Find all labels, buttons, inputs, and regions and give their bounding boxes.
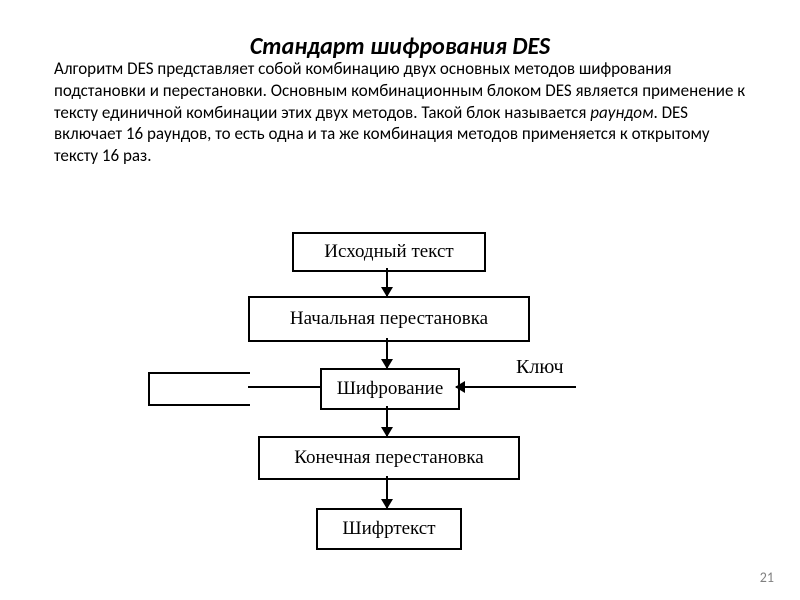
left-stub-box [148, 372, 250, 406]
des-flowchart: Исходный текст Начальная перестановка Шифр… [0, 232, 800, 572]
left-stub-connector [248, 386, 320, 388]
arrow-down-1 [386, 268, 388, 296]
label-key: Ключ [516, 356, 564, 379]
node-final-permutation: Конечная перестановка [258, 436, 520, 480]
arrow-down-3 [386, 406, 388, 436]
node-initial-permutation: Начальная перестановка [248, 296, 530, 342]
body-round-word: раундом [590, 102, 653, 123]
page-title: Стандарт шифрования DES [0, 32, 800, 61]
node-encryption: Шифрование [320, 368, 460, 410]
arrow-down-4 [386, 476, 388, 508]
arrow-key [456, 386, 576, 388]
body-paragraph: Алгоритм DES представляет собой комбинац… [54, 58, 754, 167]
page-number: 21 [760, 569, 774, 586]
slide: Стандарт шифрования DES Алгоритм DES пре… [0, 0, 800, 600]
node-source-text: Исходный текст [292, 232, 486, 272]
node-ciphertext: Шифртекст [316, 508, 462, 550]
arrow-down-2 [386, 338, 388, 368]
